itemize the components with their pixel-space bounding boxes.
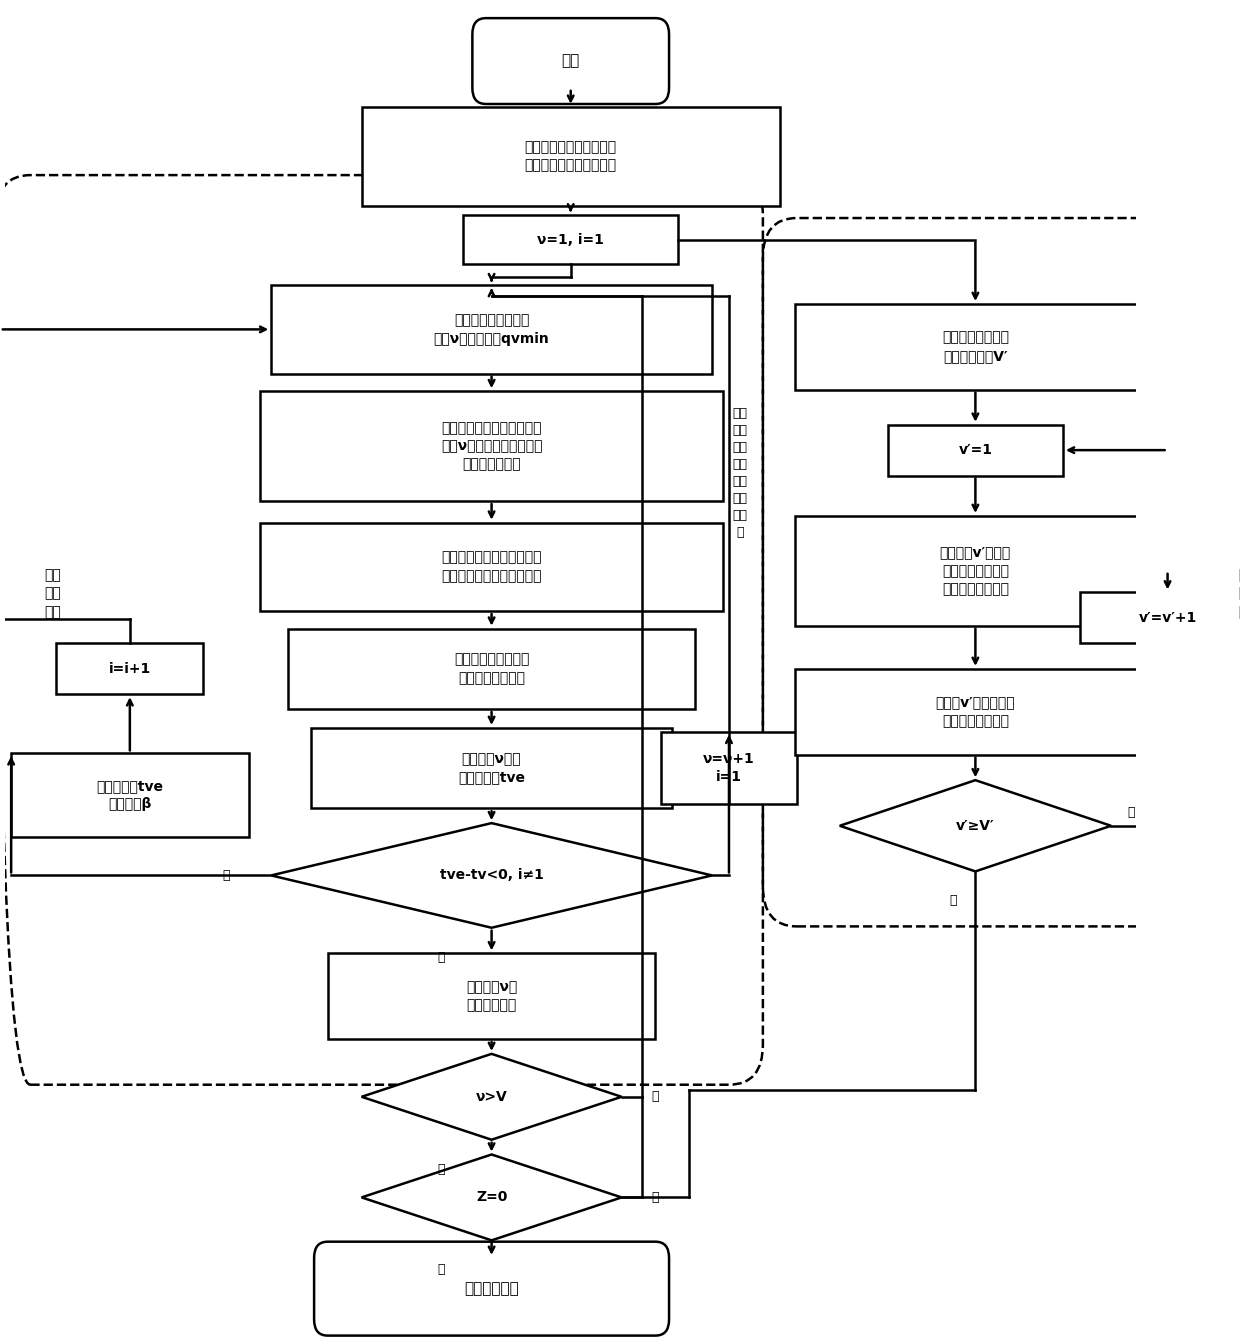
Text: 船舶
自身
反馈: 船舶 自身 反馈 [45,568,61,619]
Text: 是: 是 [436,1163,444,1175]
Polygon shape [272,823,712,928]
Bar [311,728,672,808]
Bar [1080,592,1240,643]
Text: v′=v′+1: v′=v′+1 [1138,611,1197,624]
Bar [795,304,1156,389]
Text: 根据船舶贝位装卸作业量平
衡确定各岸桥的装卸贝位号: 根据船舶贝位装卸作业量平 衡确定各岸桥的装卸贝位号 [441,551,542,583]
FancyBboxPatch shape [472,19,670,103]
Text: 计算无法按期离开
的船舶序列为V′: 计算无法按期离开 的船舶序列为V′ [942,330,1009,363]
Text: 全体
船舶
反馈: 全体 船舶 反馈 [1239,568,1240,619]
Bar [260,391,723,501]
Text: 以混乱度匹配最高原则确定
船舶ν的进出口集装箱装卸
顺序和岸桥调度: 以混乱度匹配最高原则确定 船舶ν的进出口集装箱装卸 顺序和岸桥调度 [441,420,542,471]
Polygon shape [362,1155,621,1241]
Bar [795,516,1156,626]
Text: 是: 是 [436,1264,444,1276]
Text: 设备
调度
与进
出口
集装
箱装
卸顺
序: 设备 调度 与进 出口 集装 箱装 卸顺 序 [733,407,748,539]
Bar [888,424,1063,475]
Text: ν=1, i=1: ν=1, i=1 [537,232,604,247]
Bar [56,643,203,694]
Bar [362,106,780,205]
Text: v′=1: v′=1 [959,443,992,457]
Bar [288,629,696,709]
Text: 否: 否 [652,1091,660,1104]
Text: 否: 否 [222,869,229,882]
Text: 否: 否 [652,1191,660,1203]
Bar [661,732,797,804]
Text: 否: 否 [1127,806,1135,819]
Text: 得到船舶ν的
初始调度方案: 得到船舶ν的 初始调度方案 [466,980,517,1013]
Bar [327,954,656,1039]
FancyBboxPatch shape [314,1242,670,1335]
Bar [464,215,678,263]
Text: 最终调度方案: 最终调度方案 [464,1281,520,1296]
Text: 为船舶v′的集装箱提
高堆场作业优先级: 为船舶v′的集装箱提 高堆场作业优先级 [936,696,1016,728]
Polygon shape [839,780,1111,872]
Bar [795,669,1156,755]
Text: 计算船舶ν的预
计离泊时间tve: 计算船舶ν的预 计离泊时间tve [458,752,525,784]
Text: 开始: 开始 [562,54,580,68]
Bar [260,522,723,611]
Text: Z=0: Z=0 [476,1190,507,1205]
Bar [272,285,712,373]
Text: ν=ν+1
i=1: ν=ν+1 i=1 [703,752,755,784]
Text: 移动船舶v′的相邻
船舶岸桥，并为其
提供部分作业时间: 移动船舶v′的相邻 船舶岸桥，并为其 提供部分作业时间 [940,545,1011,596]
Text: ν>V: ν>V [476,1089,507,1104]
Text: 是: 是 [949,894,956,908]
Text: i=i+1: i=i+1 [109,662,151,676]
Text: 以岸桥等待时间最短
原则完成集卡调度: 以岸桥等待时间最短 原则完成集卡调度 [454,653,529,685]
Text: tve-tv<0, i≠1: tve-tv<0, i≠1 [440,869,543,882]
Text: 以最少岸桥数原则为
船舶ν分配岸桥数qvmin: 以最少岸桥数原则为 船舶ν分配岸桥数qvmin [434,313,549,345]
Bar [11,753,248,837]
Text: 以离开时间tve
计算系数β: 以离开时间tve 计算系数β [97,779,164,811]
Polygon shape [362,1054,621,1140]
Text: v′≥V′: v′≥V′ [956,819,994,833]
Text: 是: 是 [436,951,444,964]
Text: 确定各原始参数，如船期
表、码头装卸设备数量等: 确定各原始参数，如船期 表、码头装卸设备数量等 [525,140,616,172]
